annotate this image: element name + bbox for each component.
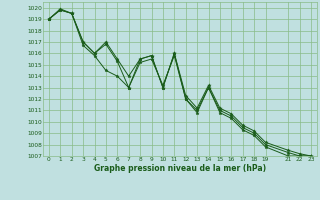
X-axis label: Graphe pression niveau de la mer (hPa): Graphe pression niveau de la mer (hPa) bbox=[94, 164, 266, 173]
